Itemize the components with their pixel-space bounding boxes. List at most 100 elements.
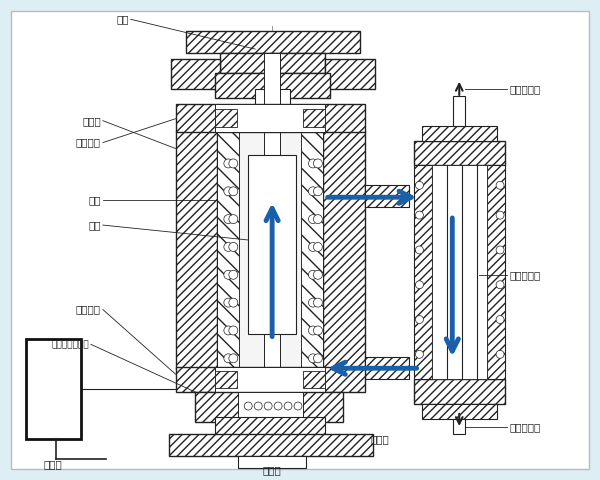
Circle shape: [224, 354, 233, 363]
Bar: [453, 404, 465, 434]
Text: 接线盒: 接线盒: [44, 459, 62, 468]
Bar: [323, 131, 365, 369]
Bar: [176, 367, 365, 392]
Text: 轴颈轴承: 轴颈轴承: [76, 305, 101, 314]
Circle shape: [224, 187, 233, 196]
Bar: [215, 104, 325, 132]
Bar: [264, 53, 280, 421]
Bar: [185, 31, 360, 53]
Circle shape: [415, 315, 424, 324]
Circle shape: [308, 270, 317, 279]
Circle shape: [496, 246, 504, 254]
Circle shape: [313, 270, 322, 279]
Circle shape: [496, 211, 504, 219]
Text: 转子: 转子: [88, 220, 101, 230]
Bar: [217, 131, 239, 369]
Circle shape: [415, 181, 424, 189]
Text: 电机壳: 电机壳: [82, 116, 101, 126]
Circle shape: [415, 350, 424, 358]
Bar: [415, 141, 505, 166]
Bar: [176, 104, 365, 132]
Bar: [301, 131, 323, 369]
Bar: [239, 131, 301, 369]
Bar: [325, 59, 374, 89]
Circle shape: [313, 354, 322, 363]
Bar: [238, 456, 306, 468]
Bar: [169, 434, 373, 456]
Bar: [215, 367, 325, 392]
Text: 高压冷却水: 高压冷却水: [509, 270, 540, 280]
Circle shape: [294, 402, 302, 410]
Circle shape: [224, 326, 233, 335]
Circle shape: [496, 350, 504, 358]
Text: 电机盖: 电机盖: [263, 466, 281, 476]
Text: 轴颈轴承: 轴颈轴承: [76, 138, 101, 147]
Text: 低压冷却水: 低压冷却水: [509, 422, 540, 432]
Bar: [215, 109, 237, 127]
Text: 叶轮: 叶轮: [116, 14, 129, 24]
Circle shape: [229, 354, 238, 363]
Bar: [196, 392, 343, 422]
Bar: [238, 392, 303, 417]
Circle shape: [224, 159, 233, 168]
Bar: [422, 404, 497, 419]
Text: 过滤器: 过滤器: [370, 434, 389, 444]
Text: 止推盘辅助叶轮: 止推盘辅助叶轮: [52, 340, 89, 349]
Circle shape: [224, 242, 233, 252]
Bar: [176, 131, 217, 369]
Circle shape: [229, 242, 238, 252]
Bar: [453, 96, 465, 126]
Circle shape: [264, 402, 272, 410]
Text: 低压冷却水: 低压冷却水: [509, 84, 540, 94]
Bar: [248, 156, 296, 335]
Circle shape: [313, 187, 322, 196]
Bar: [303, 371, 325, 388]
Circle shape: [496, 181, 504, 189]
Circle shape: [313, 242, 322, 252]
Circle shape: [224, 298, 233, 307]
Text: 定子: 定子: [88, 195, 101, 205]
Circle shape: [274, 402, 282, 410]
Circle shape: [313, 298, 322, 307]
Circle shape: [308, 159, 317, 168]
Bar: [220, 53, 325, 73]
Bar: [170, 59, 220, 89]
Circle shape: [415, 281, 424, 288]
Circle shape: [308, 215, 317, 224]
Circle shape: [229, 270, 238, 279]
Circle shape: [229, 187, 238, 196]
Circle shape: [313, 159, 322, 168]
Bar: [422, 126, 497, 141]
Bar: [365, 357, 409, 379]
Circle shape: [415, 211, 424, 219]
Circle shape: [308, 187, 317, 196]
Circle shape: [496, 281, 504, 288]
Bar: [365, 185, 409, 207]
Circle shape: [308, 354, 317, 363]
Circle shape: [229, 298, 238, 307]
Circle shape: [313, 326, 322, 335]
Bar: [215, 417, 325, 435]
Circle shape: [229, 326, 238, 335]
Circle shape: [244, 402, 252, 410]
Bar: [415, 166, 433, 379]
Circle shape: [284, 402, 292, 410]
Circle shape: [229, 159, 238, 168]
Bar: [487, 166, 505, 379]
Circle shape: [224, 215, 233, 224]
Circle shape: [496, 315, 504, 324]
Circle shape: [308, 326, 317, 335]
Bar: [26, 339, 81, 439]
Circle shape: [229, 215, 238, 224]
Bar: [303, 109, 325, 127]
Bar: [255, 89, 290, 107]
Circle shape: [254, 402, 262, 410]
Circle shape: [308, 242, 317, 252]
Circle shape: [415, 246, 424, 254]
Bar: [433, 166, 487, 379]
Circle shape: [313, 215, 322, 224]
Circle shape: [308, 298, 317, 307]
Circle shape: [224, 270, 233, 279]
Bar: [215, 371, 237, 388]
Bar: [415, 379, 505, 404]
